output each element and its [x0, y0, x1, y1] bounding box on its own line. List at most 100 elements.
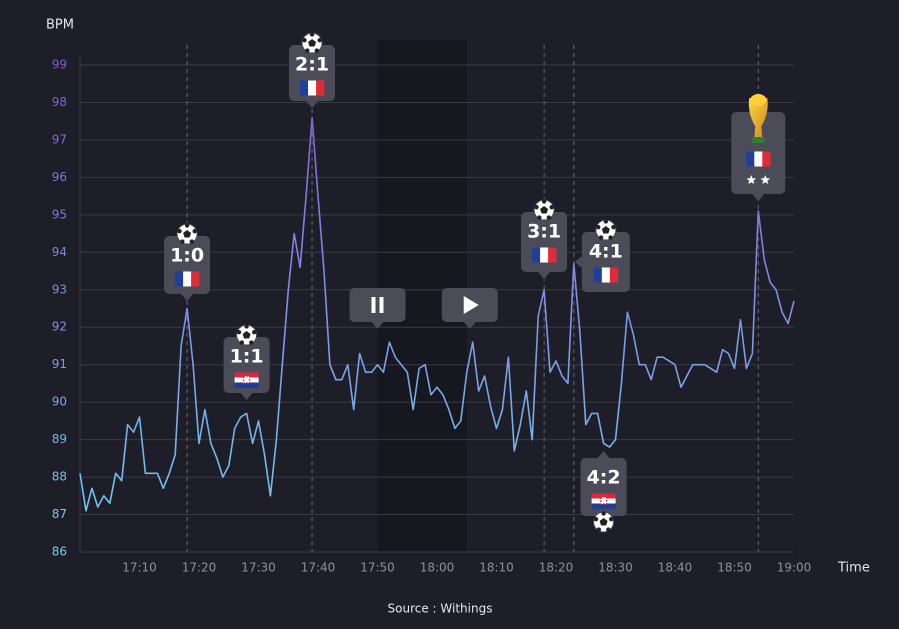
y-tick-label: 90	[52, 395, 67, 409]
ball-patch	[596, 224, 601, 230]
ball-patch	[593, 516, 599, 522]
france-flag	[593, 267, 619, 283]
ball-patch	[249, 340, 254, 345]
flag-band	[601, 267, 611, 283]
flag-band	[183, 271, 192, 287]
flag-band	[175, 271, 184, 287]
y-tick-label: 87	[52, 507, 67, 521]
ball-patch	[546, 215, 552, 220]
ball-patch	[601, 226, 610, 234]
france-flag	[746, 151, 771, 167]
ball-patch	[189, 239, 195, 244]
x-axis-label: Time	[837, 561, 870, 576]
soccer-ball	[236, 324, 258, 346]
bubble-pointer	[371, 322, 384, 329]
score-label: 2:1	[295, 54, 329, 76]
ball-patch	[183, 230, 192, 238]
ball-patch	[244, 324, 249, 329]
france-flag	[300, 80, 325, 96]
flag-band	[609, 267, 619, 283]
ball-patch	[599, 518, 608, 526]
soccer-ball	[595, 219, 617, 241]
ball-patch	[236, 329, 242, 335]
soccer-ball	[176, 223, 198, 245]
flag-band	[593, 267, 603, 283]
x-tick-label: 17:50	[360, 561, 395, 575]
ball-patch	[309, 32, 315, 37]
score-label: 4:2	[587, 467, 621, 489]
x-tick-label: 17:30	[241, 561, 276, 575]
ball-patch	[608, 235, 613, 240]
x-tick-label: 18:00	[420, 561, 455, 575]
bubble-pointer	[463, 322, 476, 329]
pause-bar	[371, 297, 376, 313]
trophy-globe	[750, 94, 767, 106]
ball-patch	[308, 39, 317, 47]
ball-patch	[252, 329, 257, 335]
bpm-line	[79, 116, 795, 512]
bubble-pointer	[538, 272, 551, 279]
play-icon	[463, 296, 479, 314]
ball-patch	[606, 527, 611, 532]
ball-patch	[239, 340, 245, 345]
star	[760, 175, 771, 184]
x-tick-label: 18:10	[479, 561, 514, 575]
flag-band	[540, 247, 549, 263]
flag-band	[591, 503, 616, 509]
x-tick-label: 18:20	[539, 561, 574, 575]
ball-patch	[302, 37, 307, 43]
ball-patch	[242, 331, 251, 339]
ball-patch	[603, 219, 609, 224]
score-label: 4:1	[589, 241, 623, 263]
y-tick-label: 91	[52, 357, 67, 371]
x-tick-label: 18:40	[658, 561, 693, 575]
soccer-ball	[593, 511, 615, 533]
trophy	[748, 98, 768, 138]
ball-patch	[192, 228, 197, 234]
source: Source : Withings	[388, 602, 493, 616]
flag-band	[591, 493, 616, 499]
france-flag	[175, 271, 200, 287]
y-axis-label: BPM	[46, 18, 74, 33]
ball-patch	[177, 228, 182, 234]
bubble-pointer	[752, 194, 765, 201]
croatia-flag	[234, 372, 259, 388]
france-flag	[532, 247, 557, 263]
y-tick-label: 89	[52, 432, 67, 446]
flag-band	[300, 80, 309, 96]
x-tick-label: 18:50	[717, 561, 752, 575]
bubble-pointer	[181, 294, 194, 301]
y-tick-label: 99	[52, 58, 67, 72]
y-tick-label: 96	[52, 170, 67, 184]
soccer-ball	[301, 32, 323, 54]
ball-patch	[541, 199, 547, 204]
x-tick-label: 17:20	[182, 561, 217, 575]
x-tick-label: 18:30	[598, 561, 633, 575]
trophy-base	[752, 137, 765, 143]
score-label: 1:0	[170, 245, 204, 267]
flag-band	[754, 151, 763, 167]
flag-band	[762, 151, 771, 167]
bubble-pointer	[240, 393, 253, 400]
score-label: 3:1	[527, 221, 561, 243]
bubble-pointer	[597, 451, 610, 458]
star	[746, 175, 757, 184]
y-tick-label: 88	[52, 470, 67, 484]
ball-patch	[611, 224, 616, 230]
ball-patch	[317, 37, 322, 43]
flag-band	[308, 80, 317, 96]
score-label: 1:1	[230, 346, 264, 368]
y-tick-label: 92	[52, 320, 67, 334]
flag-band	[316, 80, 325, 96]
ball-patch	[601, 511, 606, 516]
croatia-flag	[591, 493, 616, 509]
ball-patch	[540, 206, 549, 214]
bubble-pointer	[306, 101, 319, 108]
y-tick-label: 98	[52, 95, 67, 109]
soccer-ball	[533, 199, 555, 221]
ball-patch	[596, 527, 602, 532]
flag-band	[234, 382, 259, 388]
ball-patch	[314, 48, 319, 53]
ball-patch	[180, 239, 185, 244]
